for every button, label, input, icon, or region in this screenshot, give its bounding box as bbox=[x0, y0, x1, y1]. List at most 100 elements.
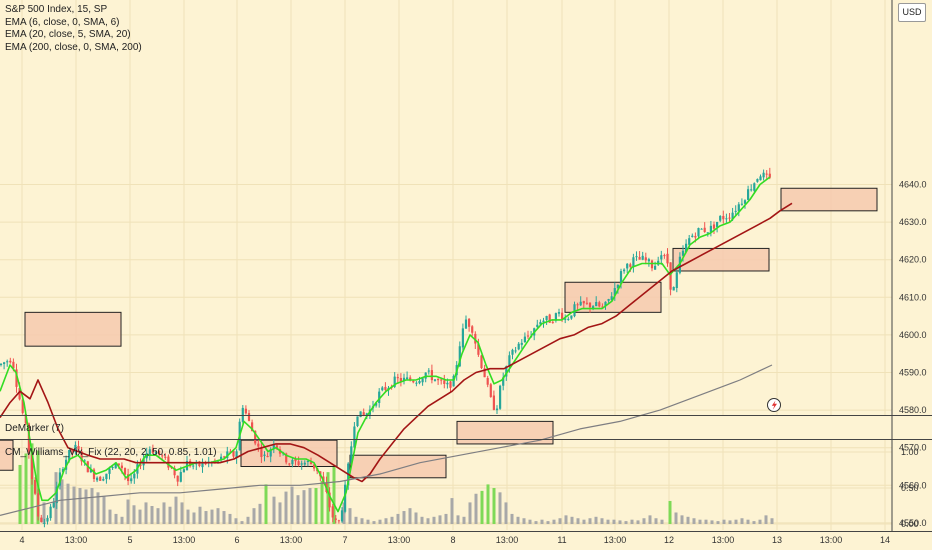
candle-body-234 bbox=[725, 218, 728, 220]
candle-body-176 bbox=[545, 315, 548, 320]
candle-body-57 bbox=[176, 475, 179, 482]
candle-body-154 bbox=[477, 343, 480, 355]
vix-bar-86 bbox=[618, 520, 622, 524]
candle-body-65 bbox=[201, 462, 204, 468]
candle-body-114 bbox=[353, 426, 356, 448]
candle-body-116 bbox=[359, 411, 362, 418]
candle-body-141 bbox=[437, 379, 440, 381]
candle-body-64 bbox=[198, 461, 201, 467]
vix-bar-90 bbox=[642, 518, 646, 524]
vix-bar-25 bbox=[198, 506, 202, 524]
zone-box-4[interactable] bbox=[456, 420, 554, 445]
time-tick-10: 11 bbox=[557, 535, 566, 545]
candle-body-161 bbox=[499, 385, 502, 409]
indicator-ema-fast[interactable]: EMA (6, close, 0, SMA, 6) bbox=[5, 16, 120, 28]
candle-body-133 bbox=[412, 380, 415, 383]
candle-body-86 bbox=[266, 456, 269, 458]
candle-body-173 bbox=[536, 324, 539, 327]
lightning-icon[interactable] bbox=[767, 398, 781, 412]
candle-body-242 bbox=[750, 189, 753, 191]
zone-box-5[interactable] bbox=[564, 281, 662, 313]
vix-bar-73 bbox=[540, 519, 544, 524]
candle-body-138 bbox=[427, 370, 430, 372]
zone-box-0[interactable] bbox=[24, 311, 122, 347]
vix-bar-85 bbox=[612, 519, 616, 524]
indicator-ema-slow[interactable]: EMA (200, close, 0, SMA, 200) bbox=[5, 41, 142, 53]
candle-body-121 bbox=[375, 403, 378, 406]
vix-spike-bar-12 bbox=[668, 500, 672, 524]
candle-body-95 bbox=[294, 458, 297, 462]
candle-body-239 bbox=[740, 203, 743, 205]
candle-body-53 bbox=[164, 456, 167, 458]
candle-body-123 bbox=[381, 387, 384, 391]
vix-bar-23 bbox=[186, 509, 190, 524]
candle-body-204 bbox=[632, 257, 635, 267]
vix-bar-92 bbox=[654, 518, 658, 524]
vix-bar-68 bbox=[510, 513, 514, 524]
time-tick-6: 7 bbox=[342, 535, 347, 545]
candle-body-183 bbox=[567, 318, 570, 320]
vix-bar-34 bbox=[252, 508, 256, 524]
candle-body-32 bbox=[99, 476, 102, 481]
currency-badge[interactable]: USD bbox=[898, 3, 926, 22]
osc-tick-0: 0.00 bbox=[901, 519, 919, 529]
vix-bar-17 bbox=[150, 506, 154, 524]
vix-bar-67 bbox=[504, 502, 508, 524]
zone-box-1[interactable] bbox=[0, 439, 14, 471]
indicator-ema-mid[interactable]: EMA (20, close, 5, SMA, 20) bbox=[5, 29, 131, 40]
candle-body-30 bbox=[92, 469, 96, 480]
ema-line-1[interactable] bbox=[0, 202, 793, 483]
candle-body-247 bbox=[765, 173, 768, 175]
zone-box-3[interactable] bbox=[349, 454, 447, 479]
vix-bar-54 bbox=[408, 508, 412, 524]
vix-bar-27 bbox=[210, 509, 214, 524]
time-tick-14: 13 bbox=[772, 535, 782, 545]
symbol-title[interactable]: S&P 500 Index, 15, SP bbox=[5, 4, 108, 15]
zone-box-7[interactable] bbox=[780, 187, 878, 212]
vix-fix-label[interactable]: CM_Williams_Vix_Fix (22, 20, 2, 50, 0.85… bbox=[5, 447, 217, 458]
vix-bar-100 bbox=[710, 520, 714, 524]
price-tick-3: 4580.0 bbox=[899, 405, 927, 415]
candle-body-181 bbox=[561, 312, 564, 320]
vix-bar-78 bbox=[570, 516, 574, 524]
candle-body-36 bbox=[111, 467, 114, 469]
vix-bar-106 bbox=[746, 519, 750, 524]
candle-body-136 bbox=[421, 378, 424, 383]
candle-body-130 bbox=[402, 377, 406, 381]
axes bbox=[0, 0, 932, 532]
candle-body-81 bbox=[251, 422, 254, 432]
vix-bar-55 bbox=[414, 512, 418, 524]
demarker-label[interactable]: DeMarker (7) bbox=[5, 423, 64, 434]
candle-body-207 bbox=[641, 255, 644, 260]
candle-body-220 bbox=[681, 250, 685, 256]
candle-body-198 bbox=[613, 288, 616, 296]
vix-spike-bar-5 bbox=[314, 488, 318, 524]
price-tick-6: 4610.0 bbox=[899, 292, 927, 302]
candle-body-128 bbox=[396, 377, 399, 379]
candle-body-140 bbox=[433, 379, 437, 381]
candle-body-202 bbox=[626, 263, 629, 269]
candle-body-189 bbox=[585, 302, 588, 304]
ema-line-2[interactable] bbox=[0, 364, 773, 516]
candle-body-235 bbox=[728, 217, 731, 219]
vix-bar-82 bbox=[594, 516, 598, 524]
vix-bar-46 bbox=[360, 518, 364, 524]
candle-body-84 bbox=[260, 447, 263, 457]
vix-spike-bar-1 bbox=[24, 453, 28, 524]
ema-line-0[interactable] bbox=[0, 176, 771, 513]
candle-body-160 bbox=[495, 408, 499, 411]
candle-body-9 bbox=[27, 423, 30, 455]
candle-body-221 bbox=[685, 243, 688, 253]
vix-bar-61 bbox=[450, 498, 454, 524]
candle-body-157 bbox=[486, 378, 489, 385]
candle-body-226 bbox=[700, 228, 703, 230]
vix-bar-24 bbox=[192, 512, 196, 524]
vix-bar-39 bbox=[290, 486, 294, 524]
candle-body-127 bbox=[393, 376, 396, 387]
zone-box-6[interactable] bbox=[672, 247, 770, 272]
candle-body-151 bbox=[468, 318, 471, 327]
candle-body-215 bbox=[666, 253, 669, 264]
vix-bar-50 bbox=[384, 518, 388, 524]
vix-bar-11 bbox=[114, 513, 118, 524]
